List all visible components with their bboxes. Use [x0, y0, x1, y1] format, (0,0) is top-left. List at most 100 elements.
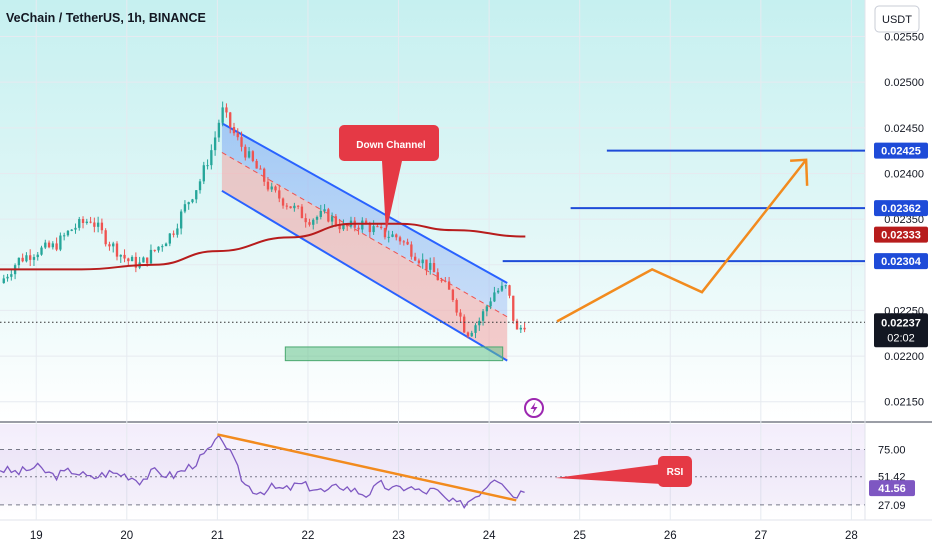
rsi-tick-label: 75.00	[878, 444, 906, 456]
candle-up	[372, 226, 375, 233]
candle-up	[202, 165, 205, 182]
support-zone[interactable]	[284, 346, 504, 362]
currency-button-label: USDT	[882, 14, 912, 26]
time-tick-label: 22	[302, 530, 315, 542]
time-axis[interactable]: 19 20 21 22 23 24 25 26 27 28	[30, 530, 858, 542]
candle-up	[130, 256, 134, 262]
candle-down	[296, 205, 300, 207]
candle-up	[474, 325, 477, 333]
candle-down	[266, 181, 270, 190]
rsi-current-tag: 41.56	[869, 480, 915, 497]
rsi-callout[interactable]: RSI	[555, 456, 692, 487]
candle-down	[244, 146, 247, 158]
candle-down	[425, 259, 428, 270]
rsi-line[interactable]	[0, 434, 525, 509]
time-tick-label: 26	[664, 530, 677, 542]
candle-down	[236, 133, 239, 138]
candle-up	[387, 236, 390, 238]
candle-down	[89, 221, 92, 223]
candle-up	[70, 229, 73, 231]
candle-up	[489, 301, 492, 307]
candle-up	[164, 243, 168, 247]
candle-down	[463, 316, 466, 333]
candle-up	[206, 165, 209, 167]
symbol-title[interactable]: VeChain / TetherUS, 1h, BINANCE	[6, 11, 206, 25]
moving-average-line[interactable]	[0, 222, 526, 271]
candle-down	[285, 205, 288, 207]
candle-up	[496, 290, 500, 293]
target-levels[interactable]	[502, 149, 865, 263]
candle-down	[436, 272, 439, 281]
candle-up	[59, 235, 62, 250]
price-axis[interactable]: 0.025500.025000.024500.024000.023500.023…	[884, 32, 924, 409]
price-tick-label: 0.02500	[884, 77, 924, 89]
last-price-tag-bg	[874, 313, 928, 348]
candle-down	[376, 226, 379, 228]
projection-path[interactable]	[556, 159, 808, 323]
down-channel[interactable]	[221, 122, 508, 362]
candle-up	[213, 137, 217, 151]
candle-up	[187, 202, 190, 205]
candle-down	[515, 320, 519, 330]
candle-up	[17, 257, 21, 266]
candle-down	[334, 216, 338, 225]
candle-down	[300, 206, 304, 219]
candle-down	[93, 222, 96, 227]
channel-mid-line	[221, 152, 508, 318]
candle-up	[157, 246, 160, 251]
candle-up	[519, 327, 522, 330]
candle-down	[115, 243, 119, 257]
candle-down	[308, 222, 311, 225]
candle-up	[330, 216, 334, 222]
rsi-trendline[interactable]	[217, 433, 517, 502]
down-channel-callout[interactable]: Down Channel	[339, 125, 439, 233]
rsi-callout-label: RSI	[667, 467, 684, 478]
candle-up	[312, 219, 315, 225]
candle-down	[444, 280, 447, 282]
time-tick-label: 20	[120, 530, 133, 542]
lightning-icon[interactable]	[524, 398, 544, 418]
candle-down	[364, 220, 368, 225]
rsi-current-bg	[869, 480, 915, 497]
candle-down	[123, 254, 126, 259]
currency-button[interactable]: USDT	[874, 5, 920, 33]
candle-up	[112, 243, 115, 247]
price-tick-label: 0.02400	[884, 168, 924, 180]
candle-down	[338, 224, 341, 230]
candle-up	[217, 122, 221, 138]
candle-up	[315, 216, 319, 220]
candle-up	[478, 320, 481, 326]
candle-down	[47, 242, 51, 248]
price-tick-label: 0.02200	[884, 351, 924, 363]
candle-up	[119, 254, 122, 257]
candle-down	[108, 244, 111, 247]
candle-up	[6, 276, 9, 279]
candle-down	[225, 107, 228, 113]
rsi-levels	[0, 448, 865, 506]
candle-down	[240, 137, 243, 147]
candle-down	[455, 299, 458, 313]
candle-down	[413, 256, 417, 261]
candle-down	[274, 186, 277, 191]
candle-down	[357, 227, 360, 230]
candle-up	[270, 186, 273, 190]
candle-up	[342, 223, 345, 230]
price-tick-label: 0.02550	[884, 32, 924, 44]
candle-up	[161, 246, 164, 248]
candle-down	[346, 223, 349, 227]
candle-up	[198, 181, 202, 191]
level-tag-0.02304-bg	[874, 253, 928, 270]
candle-down	[304, 218, 307, 223]
level-tag-0.02425-text: 0.02425	[881, 146, 921, 158]
candle-up	[176, 228, 179, 235]
candle-down	[81, 219, 85, 223]
candle-down	[398, 237, 402, 242]
candle-down	[380, 226, 383, 229]
candle-up	[44, 242, 47, 248]
time-tick-label: 21	[211, 530, 224, 542]
candle-up	[183, 204, 187, 212]
candle-down	[134, 256, 138, 268]
